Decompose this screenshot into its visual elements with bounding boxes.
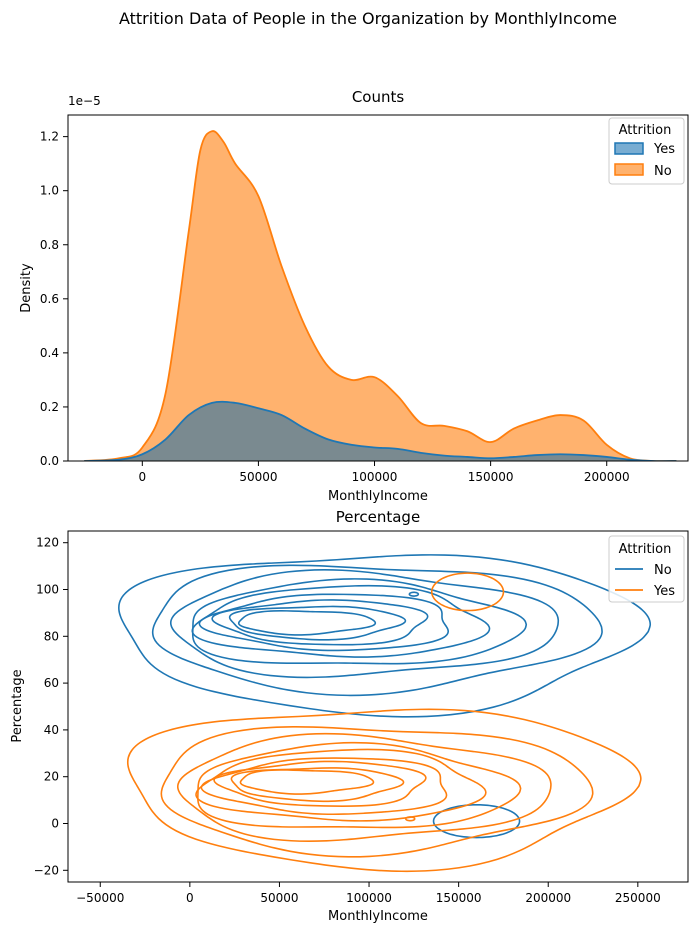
percentage-x-tick-label: 150000 [436,891,482,905]
counts-legend-swatch-yes [614,142,644,155]
contour-level-yes [213,760,427,807]
counts-y-tick-label: 0.0 [40,454,59,468]
contour-level-yes [176,732,552,843]
counts-y-tick-label: 1.2 [40,130,59,144]
contour-level-no [198,593,450,652]
contour-level-no [228,605,407,641]
counts-y-tick-label: 1.0 [40,184,59,198]
density-line-no [84,130,677,461]
contour-level-yes [239,769,375,795]
counts-y-tick-label: 0.2 [40,400,59,414]
percentage-y-tick-label: 40 [44,723,59,737]
counts-legend-label-no: No [654,164,672,179]
counts-y-tick-label: 0.4 [40,346,59,360]
counts-x-tick-label: 100000 [352,470,398,484]
counts-legend: Attrition Yes No [608,117,685,185]
counts-x-tick-label: 50000 [239,470,277,484]
counts-legend-title: Attrition [619,123,672,138]
counts-y-offset-label: 1e−5 [68,94,101,108]
contour-island-yes [430,572,505,612]
contour-level-yes [126,708,642,873]
figure-title: Attrition Data of People in the Organiza… [119,9,617,28]
percentage-axes-frame [67,530,689,883]
percentage-legend-frame [608,535,685,603]
percentage-legend: Attrition No Yes [608,535,685,603]
percentage-y-tick-label: 0 [51,817,59,831]
counts-legend-swatch-no [614,163,644,176]
contour-level-no [191,578,528,665]
percentage-y-tick-label: 60 [44,676,59,690]
contour-island-no [408,591,420,597]
contour-level-no [151,564,603,697]
contour-level-no [237,610,377,636]
counts-x-tick-label: 0 [138,470,146,484]
percentage-y-tick-label: 80 [44,629,59,643]
counts-x-tick-label: 200000 [584,470,630,484]
percentage-title: Percentage [336,508,420,526]
percentage-x-tick-label: 250000 [615,891,661,905]
contour-level-no [191,584,491,658]
percentage-y-tick-label: 120 [36,536,59,550]
density-line-yes [84,400,677,461]
contour-level-no [118,554,652,718]
counts-y-tick-label: 0.8 [40,238,59,252]
percentage-legend-label-no: No [654,563,672,578]
counts-y-axis-label: Density [19,263,34,313]
contour-level-yes [230,767,405,803]
percentage-legend-title: Attrition [619,542,672,557]
density-area-no [84,131,677,461]
percentage-y-tick-label: −20 [34,863,59,877]
contour-level-no [169,569,560,679]
percentage-x-tick-label: −50000 [76,891,124,905]
counts-x-tick-label: 150000 [468,470,514,484]
density-area-yes [84,401,677,461]
counts-legend-label-yes: Yes [653,142,675,157]
contour-level-yes [200,757,448,816]
counts-x-axis-label: MonthlyIncome [328,489,428,504]
percentage-x-axis-label: MonthlyIncome [328,909,428,924]
counts-title: Counts [352,88,405,106]
percentage-y-axis-label: Percentage [10,669,25,742]
percentage-y-tick-label: 100 [36,583,59,597]
contour-level-yes [197,741,522,829]
contour-level-yes [160,725,594,858]
percentage-x-tick-label: 100000 [346,891,392,905]
percentage-x-tick-label: 50000 [260,891,298,905]
percentage-x-tick-label: 200000 [525,891,571,905]
percentage-x-tick-label: 0 [186,891,194,905]
contour-level-no [211,599,429,646]
counts-panel: Counts 0 50000 100000 150000 200000 0.0 0.2 0.4… [19,88,689,504]
percentage-panel: Percentage −50000 0 50000 100000 150000 20000… [10,508,689,924]
percentage-legend-label-yes: Yes [653,584,675,599]
percentage-y-tick-label: 20 [44,770,59,784]
counts-y-tick-label: 0.6 [40,292,59,306]
contour-island-yes [404,816,416,822]
counts-axes-frame [67,114,689,462]
